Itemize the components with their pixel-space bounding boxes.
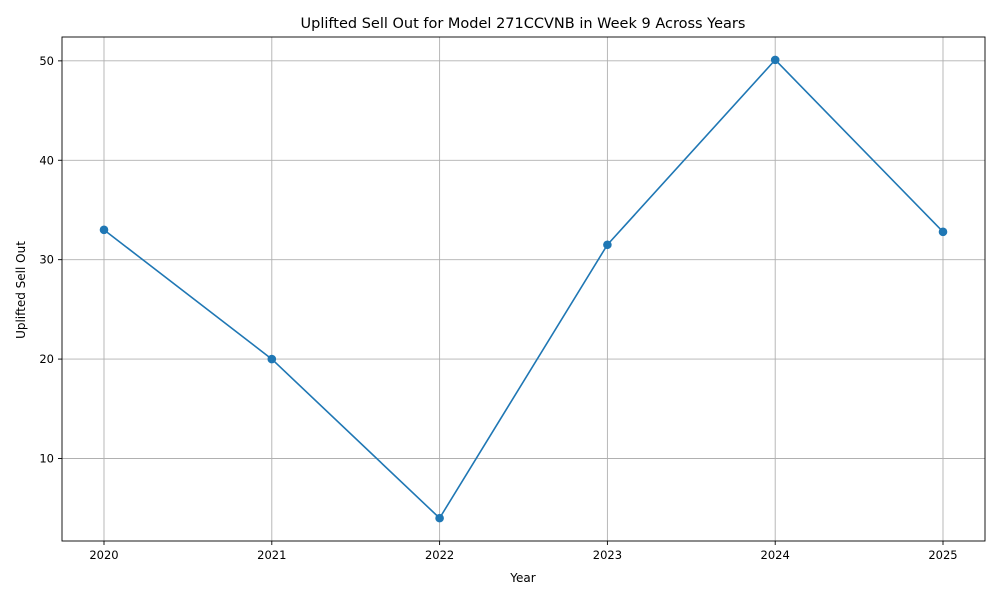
data-point bbox=[603, 240, 612, 250]
x-axis-label: Year bbox=[509, 571, 535, 585]
y-tick-label: 20 bbox=[39, 352, 54, 366]
tick-labels: 2020 2021 2022 2023 2024 2025 10 20 30 40 50 bbox=[39, 54, 957, 562]
data-point bbox=[770, 55, 780, 65]
data-point bbox=[267, 354, 277, 364]
axes bbox=[58, 36, 986, 545]
x-tick-label: 2020 bbox=[89, 548, 118, 562]
x-tick-label: 2022 bbox=[425, 548, 454, 562]
y-tick-label: 50 bbox=[39, 54, 54, 68]
x-tick-label: 2024 bbox=[761, 548, 790, 562]
grid bbox=[62, 37, 985, 541]
y-tick-label: 10 bbox=[39, 451, 54, 465]
series-line bbox=[103, 59, 944, 519]
data-point bbox=[435, 513, 444, 523]
x-tick-label: 2023 bbox=[593, 548, 622, 562]
y-axis-label: Uplifted Sell Out bbox=[14, 241, 28, 339]
y-tick-label: 40 bbox=[39, 153, 54, 167]
plot-frame bbox=[61, 36, 986, 542]
series-layer bbox=[99, 55, 948, 523]
data-point bbox=[99, 225, 109, 235]
y-tick-label: 30 bbox=[39, 253, 54, 267]
chart-title: Uplifted Sell Out for Model 271CCVNB in … bbox=[301, 16, 746, 32]
data-point bbox=[938, 227, 948, 237]
x-tick-label: 2025 bbox=[928, 548, 957, 562]
x-tick-label: 2021 bbox=[257, 548, 286, 562]
